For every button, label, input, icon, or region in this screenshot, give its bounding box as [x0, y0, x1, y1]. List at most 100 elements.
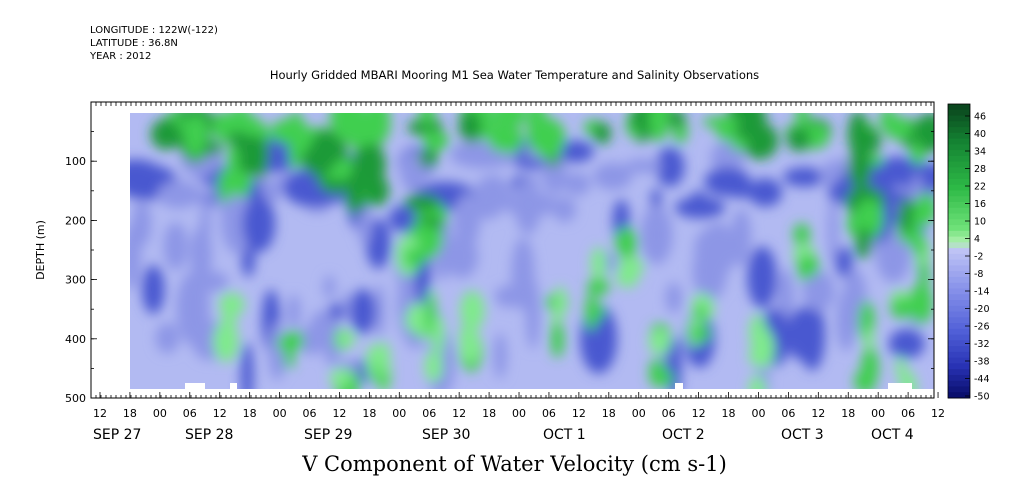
heatmap-cell: [287, 294, 301, 329]
heatmap-cell: [868, 153, 884, 167]
colorbar-band: [948, 271, 970, 278]
colorbar-label: -44: [974, 374, 990, 385]
heatmap-cell: [786, 126, 811, 152]
x-date-label: OCT 1: [543, 427, 586, 443]
missing-data-patch: [185, 383, 205, 389]
heatmap-cell: [130, 223, 141, 290]
heatmap-cell: [388, 205, 418, 233]
heatmap-cell: [884, 116, 913, 141]
missing-data-patch: [888, 383, 912, 389]
colorbar-label: 16: [974, 199, 986, 210]
heatmap-cell: [914, 192, 934, 224]
heatmap-cell: [554, 285, 567, 319]
x-tick-label: 06: [183, 407, 197, 420]
colorbar-band: [948, 248, 970, 255]
colorbar-band: [948, 202, 970, 209]
heatmap-cell: [796, 254, 820, 279]
colorbar-band: [948, 127, 970, 134]
colorbar-band: [948, 334, 970, 341]
colorbar-band: [948, 121, 970, 128]
colorbar-label: -32: [974, 339, 990, 350]
heatmap-cell: [213, 321, 239, 363]
heatmap-cell: [157, 180, 201, 209]
colorbar-label: -14: [974, 287, 990, 298]
heatmap-cell: [895, 355, 906, 381]
bottom-title: V Component of Water Velocity (cm s-1): [302, 452, 727, 476]
colorbar-band: [948, 323, 970, 330]
x-tick-label: 12: [572, 407, 586, 420]
heatmap-cell: [731, 208, 752, 267]
colorbar-band: [948, 242, 970, 249]
heatmap-cell: [459, 328, 482, 364]
colorbar-band: [948, 230, 970, 238]
x-date-label: SEP 29: [304, 427, 352, 443]
colorbar-band: [948, 363, 970, 370]
heatmap-cell: [458, 113, 482, 143]
x-date-label: OCT 2: [662, 427, 705, 443]
heatmap-cell: [916, 113, 934, 153]
heatmap-cell: [748, 347, 774, 367]
colorbar-band: [948, 184, 970, 191]
x-tick-label: 18: [243, 407, 257, 420]
heatmap-cell: [898, 198, 914, 235]
heatmap-cell: [648, 329, 672, 355]
heatmap-cell: [431, 314, 445, 357]
heatmap-cell: [403, 246, 426, 269]
heatmap-cell: [557, 140, 594, 163]
heatmap-cell: [492, 113, 527, 128]
heatmap-cell: [585, 293, 598, 332]
x-tick-label: 06: [422, 407, 436, 420]
x-tick-label: 12: [692, 407, 706, 420]
heatmap-cell: [615, 226, 638, 259]
x-tick-label: 00: [392, 407, 406, 420]
heatmap-cell: [694, 226, 732, 272]
colorbar-band: [948, 253, 970, 261]
colorbar-band: [948, 392, 970, 399]
colorbar-band: [948, 225, 970, 232]
heatmap-cell: [552, 196, 576, 223]
colorbar-label: 40: [974, 129, 986, 140]
colorbar-band: [948, 300, 970, 307]
x-tick-label: 06: [781, 407, 795, 420]
heatmap-cell: [918, 259, 930, 294]
heatmap-cell: [564, 172, 591, 196]
colorbar-band: [948, 288, 970, 295]
colorbar-band: [948, 276, 970, 284]
missing-data-patch: [230, 383, 237, 389]
longitude-label: LONGITUDE : 122W(-122): [90, 25, 218, 36]
colorbar-label: 10: [974, 217, 986, 228]
colorbar-band: [948, 294, 970, 301]
heatmap-cell: [748, 374, 766, 389]
x-tick-label: 12: [452, 407, 466, 420]
x-tick-label: 12: [811, 407, 825, 420]
heatmap-cell: [163, 222, 188, 271]
heatmap-cell: [329, 302, 344, 321]
x-tick-label: 06: [542, 407, 556, 420]
heatmap-cell: [142, 264, 165, 314]
heatmap-cell: [862, 128, 881, 153]
colorbar-band: [948, 104, 970, 111]
chart-title: Hourly Gridded MBARI Mooring M1 Sea Wate…: [269, 68, 760, 82]
x-tick-label: 18: [123, 407, 137, 420]
y-tick-label: 100: [65, 155, 86, 168]
colorbar-band: [948, 150, 970, 157]
colorbar-band: [948, 340, 970, 347]
x-tick-label: 12: [931, 407, 945, 420]
colorbar-band: [948, 190, 970, 197]
heatmap-cell: [373, 283, 385, 338]
header-info: LONGITUDE : 122W(-122) LATITUDE : 36.8N …: [90, 24, 218, 63]
x-date-label: OCT 4: [871, 427, 914, 443]
heatmap-cell: [329, 368, 352, 388]
heatmap-cell: [226, 145, 240, 174]
heatmap-cell: [459, 290, 485, 331]
heatmap-cell: [288, 136, 301, 170]
x-tick-label: 12: [93, 407, 107, 420]
colorbar-label: -26: [974, 322, 990, 333]
colorbar-band: [948, 386, 970, 393]
heatmap-cell: [474, 175, 512, 214]
heatmap-cell: [590, 246, 607, 282]
heatmap-cell: [407, 120, 429, 135]
colorbar-label: 22: [974, 182, 986, 193]
colorbar-band: [948, 369, 970, 376]
